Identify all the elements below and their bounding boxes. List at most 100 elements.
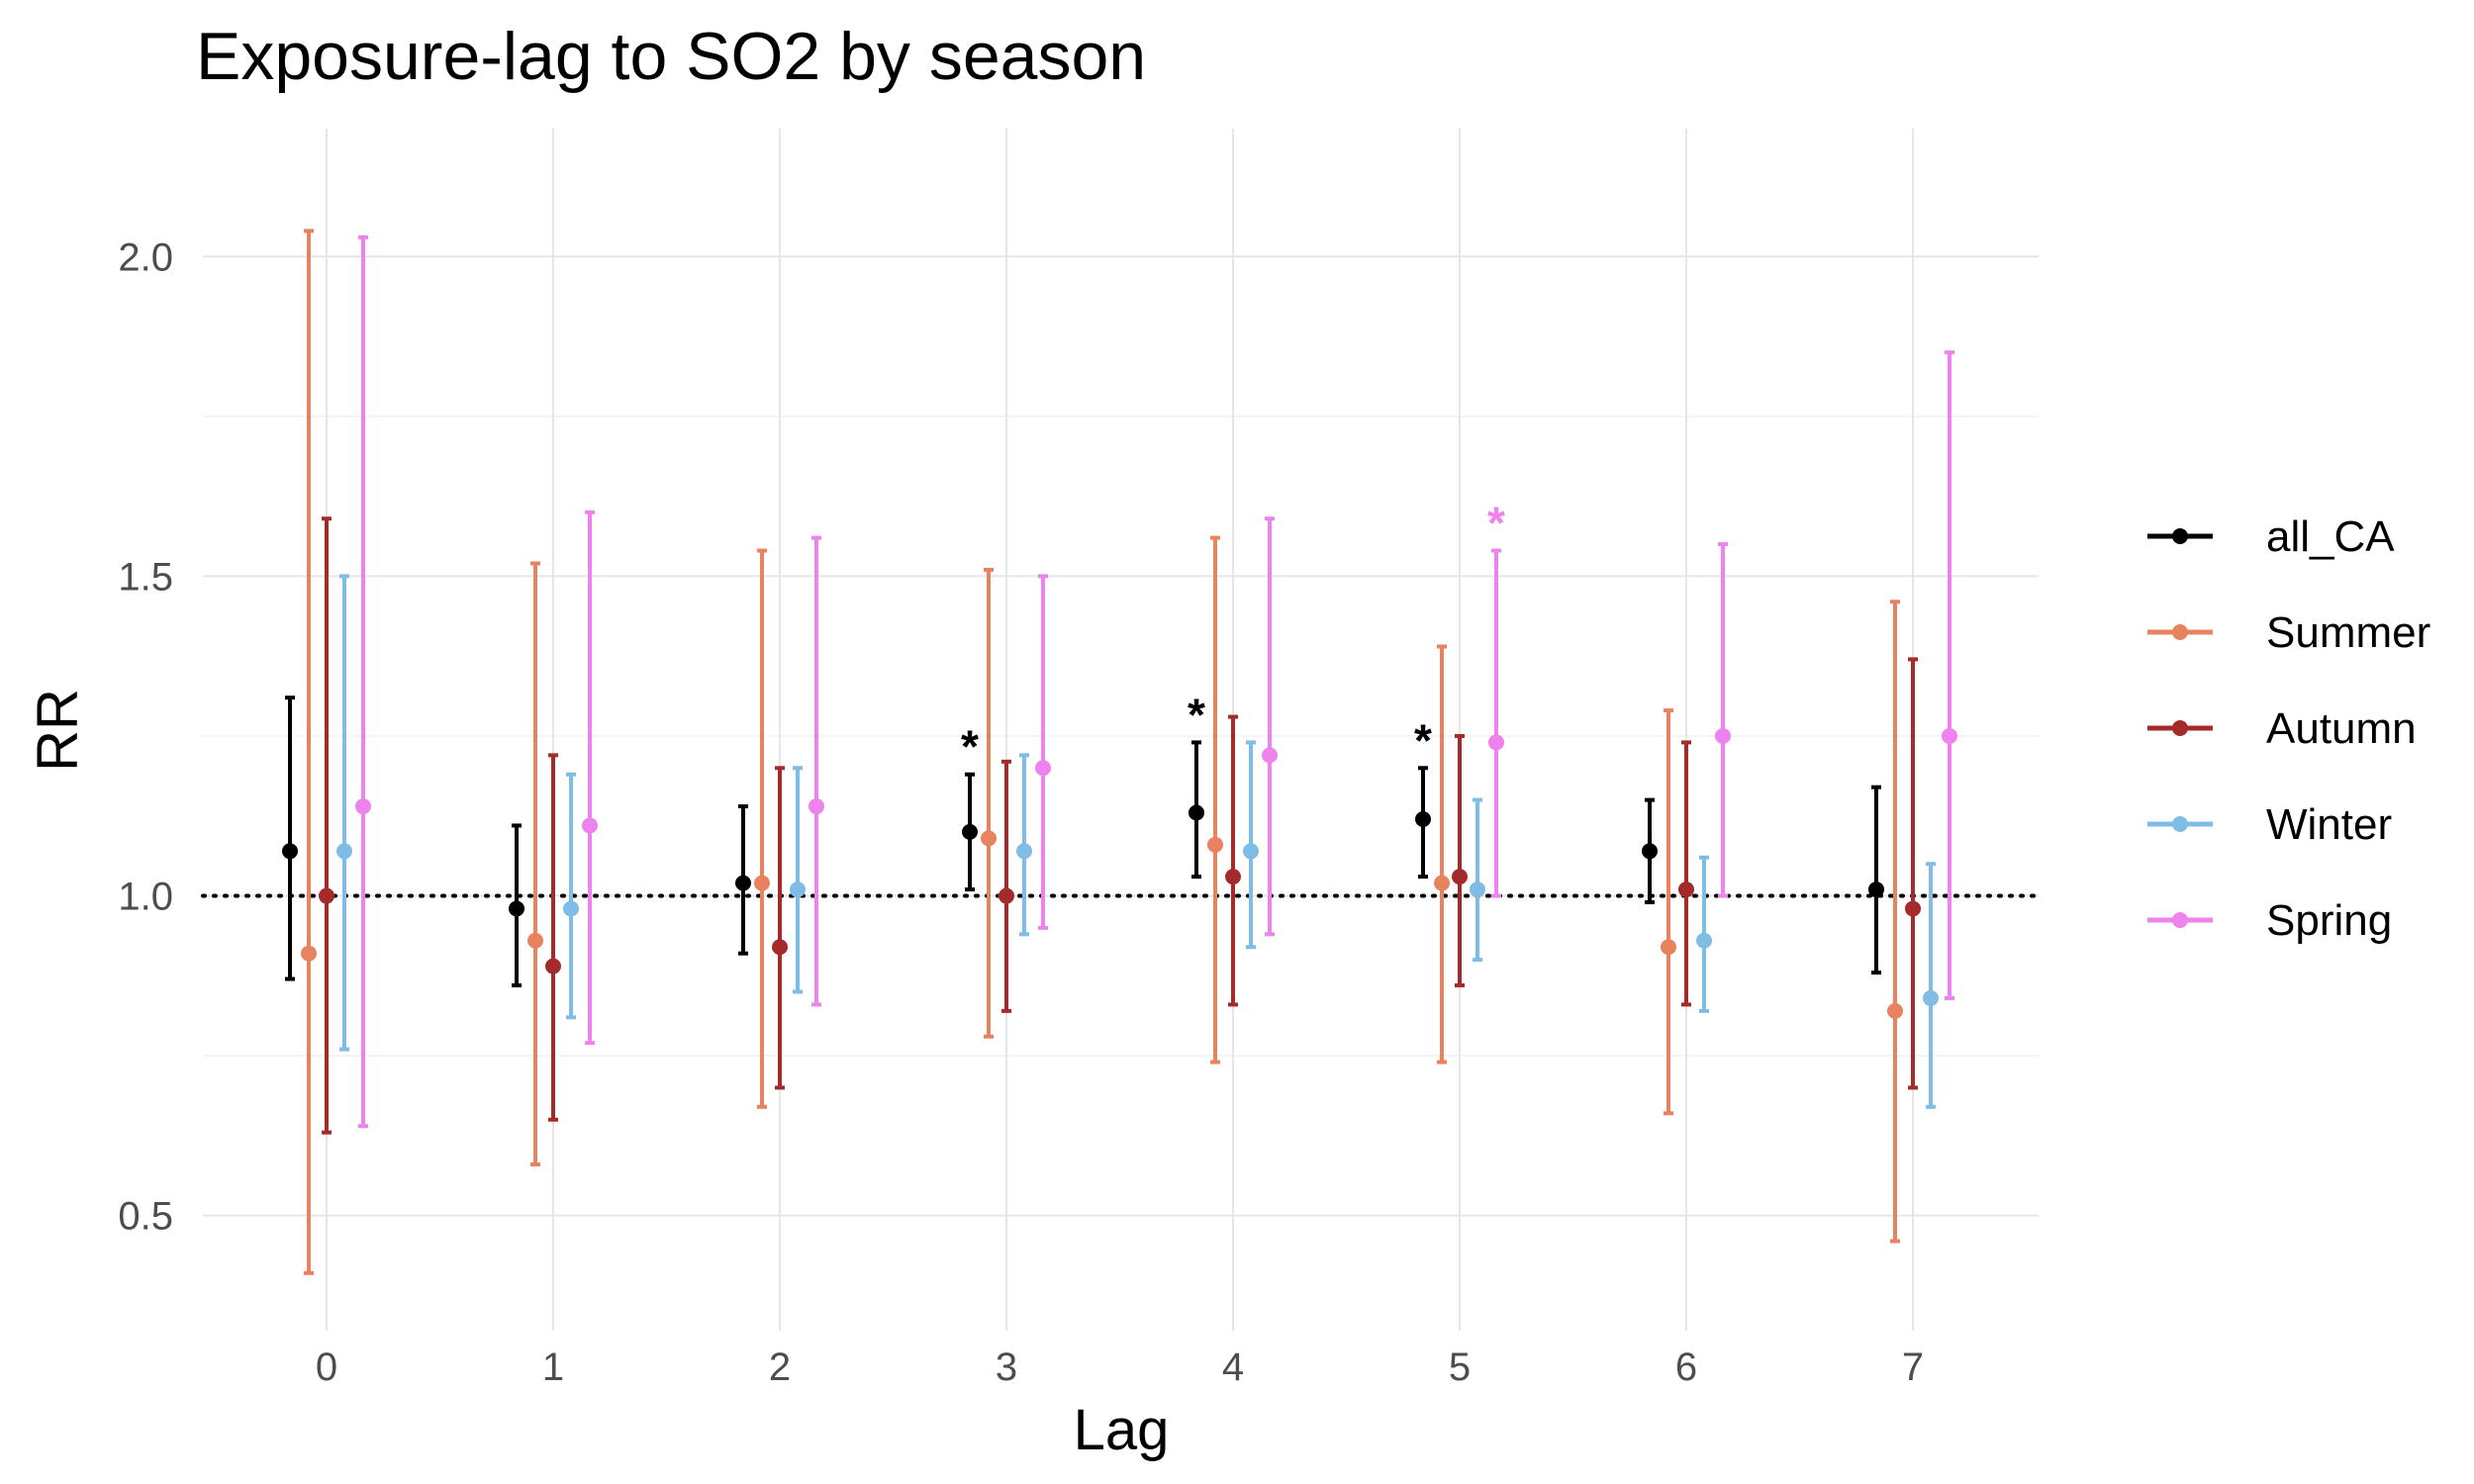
- y-tick-label: 1.5: [118, 555, 173, 599]
- axis-layer: 0.5 1.0 1.5 2.0 0 1 2 3 4 5 6 7: [118, 235, 1924, 1389]
- x-tick-label: 2: [769, 1345, 791, 1389]
- legend-item-winter: Winter: [2147, 800, 2392, 849]
- data-point: [282, 843, 298, 860]
- error-bar-summer: [1664, 708, 1673, 1116]
- data-point: [981, 830, 997, 847]
- x-tick-label: 3: [996, 1345, 1017, 1389]
- y-axis-label: RR: [25, 689, 90, 772]
- data-point: [355, 798, 371, 815]
- x-axis-label: Lag: [1073, 1398, 1170, 1462]
- data-point: [809, 798, 824, 815]
- x-tick-label: 4: [1222, 1345, 1244, 1389]
- error-bar-winter: [1926, 862, 1936, 1109]
- data-point: [1715, 727, 1731, 744]
- data-point: [1923, 989, 1939, 1006]
- legend-item-spring: Spring: [2147, 896, 2392, 945]
- legend-key-point: [2172, 720, 2188, 736]
- chart-title: Exposure-lag to SO2 by season: [196, 19, 1147, 94]
- error-bar-autumn: [775, 766, 785, 1090]
- error-bar-winter: [793, 766, 803, 994]
- data-point: [1016, 843, 1032, 860]
- error-bar-autumn: [1908, 657, 1918, 1090]
- data-point: [336, 843, 352, 860]
- data-point: [1887, 1002, 1903, 1019]
- data-point: [1452, 869, 1468, 885]
- error-bar-summer: [1210, 535, 1220, 1065]
- error-bar-all-ca: [285, 696, 295, 981]
- error-bar-winter: [339, 574, 349, 1052]
- data-layer: * * * *: [201, 229, 2041, 1275]
- data-point: [319, 887, 334, 904]
- significance-marker: *: [961, 721, 979, 773]
- significance-marker: *: [1487, 498, 1505, 549]
- error-bar-autumn: [548, 753, 558, 1122]
- error-bar-spring: [1491, 548, 1501, 898]
- data-point: [754, 875, 770, 891]
- error-bar-summer: [1890, 600, 1900, 1244]
- data-point: [563, 900, 579, 917]
- data-point: [735, 875, 751, 891]
- error-bar-autumn: [322, 516, 332, 1135]
- error-bar-autumn: [1681, 740, 1691, 1007]
- error-bar-summer: [1437, 644, 1447, 1065]
- legend-label: Winter: [2266, 800, 2392, 849]
- data-point: [1642, 843, 1658, 860]
- legend-label: Autumn: [2266, 704, 2417, 753]
- legend-item-autumn: Autumn: [2147, 704, 2417, 753]
- error-bar-spring: [1038, 574, 1048, 930]
- error-bar-spring: [358, 234, 368, 1129]
- legend-key-point: [2172, 624, 2188, 640]
- error-bar-spring: [811, 535, 821, 1007]
- data-point: [1262, 747, 1278, 764]
- legend-item-all-ca: all_CA: [2147, 512, 2395, 561]
- error-bar-all-ca: [1871, 785, 1881, 975]
- data-point: [1243, 843, 1259, 860]
- data-point: [301, 945, 317, 962]
- error-bar-autumn: [1455, 733, 1465, 988]
- data-point: [1942, 727, 1957, 744]
- legend-label: Summer: [2266, 608, 2430, 657]
- legend-label: all_CA: [2266, 512, 2395, 561]
- x-tick-label: 5: [1449, 1345, 1471, 1389]
- y-tick-label: 0.5: [118, 1195, 173, 1239]
- y-tick-label: 1.0: [118, 876, 173, 919]
- x-tick-label: 1: [542, 1345, 564, 1389]
- error-bar-spring: [1718, 542, 1728, 898]
- legend-key-point: [2172, 816, 2188, 832]
- significance-marker: *: [1414, 714, 1432, 766]
- data-point: [1434, 875, 1450, 891]
- error-bar-summer: [757, 548, 767, 1109]
- data-point: [527, 932, 543, 949]
- error-bar-spring: [585, 510, 595, 1046]
- error-bar-summer: [984, 567, 994, 1039]
- x-tick-label: 0: [316, 1345, 337, 1389]
- data-point: [582, 817, 598, 834]
- data-point: [1225, 869, 1241, 885]
- error-bar-winter: [1473, 797, 1482, 963]
- grid-layer: [203, 129, 2039, 1331]
- data-point: [1696, 932, 1712, 949]
- data-point: [1868, 881, 1884, 898]
- legend-label: Spring: [2266, 896, 2392, 945]
- data-point: [545, 958, 561, 974]
- error-bar-autumn: [1228, 714, 1238, 1007]
- legend: all_CA Summer Autumn Winter Spring: [2147, 512, 2430, 945]
- error-bar-summer: [530, 561, 540, 1166]
- error-bar-winter: [566, 772, 576, 1020]
- data-point: [1207, 836, 1223, 853]
- significance-marker: *: [1188, 689, 1205, 740]
- data-point: [1661, 939, 1676, 956]
- data-point: [1415, 810, 1431, 827]
- x-tick-label: 6: [1675, 1345, 1697, 1389]
- legend-key-point: [2172, 528, 2188, 544]
- data-point: [1488, 734, 1504, 751]
- legend-item-summer: Summer: [2147, 608, 2430, 657]
- data-point: [999, 887, 1014, 904]
- data-point: [1470, 881, 1485, 898]
- error-bar-spring: [1265, 516, 1275, 937]
- error-bar-summer: [304, 229, 314, 1275]
- data-point: [962, 823, 978, 840]
- y-tick-label: 2.0: [118, 235, 173, 279]
- data-point: [1189, 804, 1204, 821]
